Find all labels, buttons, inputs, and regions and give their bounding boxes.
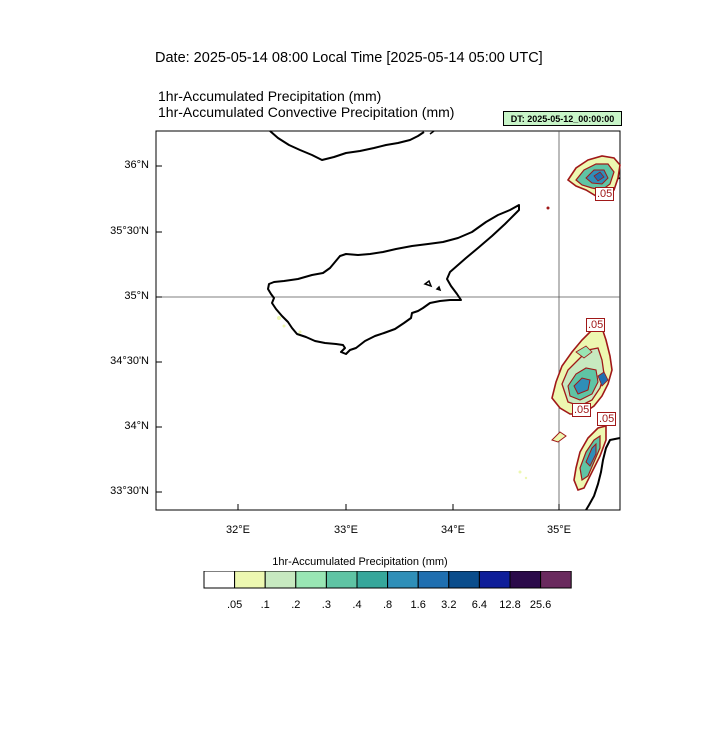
contour-label: .05 [586,318,606,332]
colorbar-swatch [325,571,358,589]
colorbar-label: .1 [260,599,270,611]
lat-label: 34°N [124,420,149,432]
lat-label: 34°30'N [110,355,149,367]
precip-cell-northeast [546,155,621,210]
turkey-coastline [269,130,425,161]
colorbar-swatch [509,571,542,589]
lat-label: 35°30'N [110,225,149,237]
colorbar-label: .8 [383,599,393,611]
colorbar-swatch [234,571,266,589]
precip-cell-east-central [551,327,613,415]
convective-precip-title: 1hr-Accumulated Convective Precipitation… [158,104,455,120]
precip-title: 1hr-Accumulated Precipitation (mm) [158,88,382,104]
colorbar-label: .4 [352,599,362,611]
colorbar-label: 6.4 [471,599,488,611]
lon-label: 32°E [226,524,250,536]
axis-ticks [156,165,560,510]
light-precip-speckles [277,316,528,480]
colorbar-swatch [478,571,511,589]
levant-coastline [585,437,621,511]
colorbar-label: .3 [321,599,331,611]
small-island [423,279,433,288]
lon-label: 33°E [334,524,358,536]
colorbar-swatch [417,571,450,589]
colorbar-swatch [356,571,389,589]
small-island-2 [435,285,442,292]
colorbar-label: 1.6 [410,599,426,611]
cyprus-coastline [267,204,520,355]
colorbar-label: 12.8 [499,599,521,611]
contour-label: .05 [597,412,617,426]
colorbar-label: .05 [226,599,243,611]
colorbar-swatch [295,571,327,589]
contour-label: .05 [595,187,615,201]
contour-label: .05 [572,403,592,417]
turkey-coast-islet [429,130,435,135]
lon-label: 34°E [441,524,465,536]
colorbar-swatch [448,571,480,589]
colorbar-label: 3.2 [441,599,457,611]
colorbar-swatch [264,571,297,589]
colorbar-swatch [387,571,419,589]
lon-label: 35°E [547,524,571,536]
colorbar [203,571,572,589]
colorbar-label: .2 [291,599,301,611]
lat-label: 36°N [124,159,149,171]
precip-cell-southeast [551,424,607,491]
colorbar-label: 25.6 [529,599,552,611]
colorbar-swatch [540,571,572,589]
colorbar-title: 1hr-Accumulated Precipitation (mm) [272,556,448,568]
lat-label: 33°30'N [110,485,149,497]
colorbar-swatch [203,571,236,589]
dt-badge: DT: 2025-05-12_00:00:00 [503,111,622,126]
map-frame [155,130,621,511]
lat-label: 35°N [124,290,149,302]
date-title: Date: 2025-05-14 08:00 Local Time [2025-… [155,50,543,66]
